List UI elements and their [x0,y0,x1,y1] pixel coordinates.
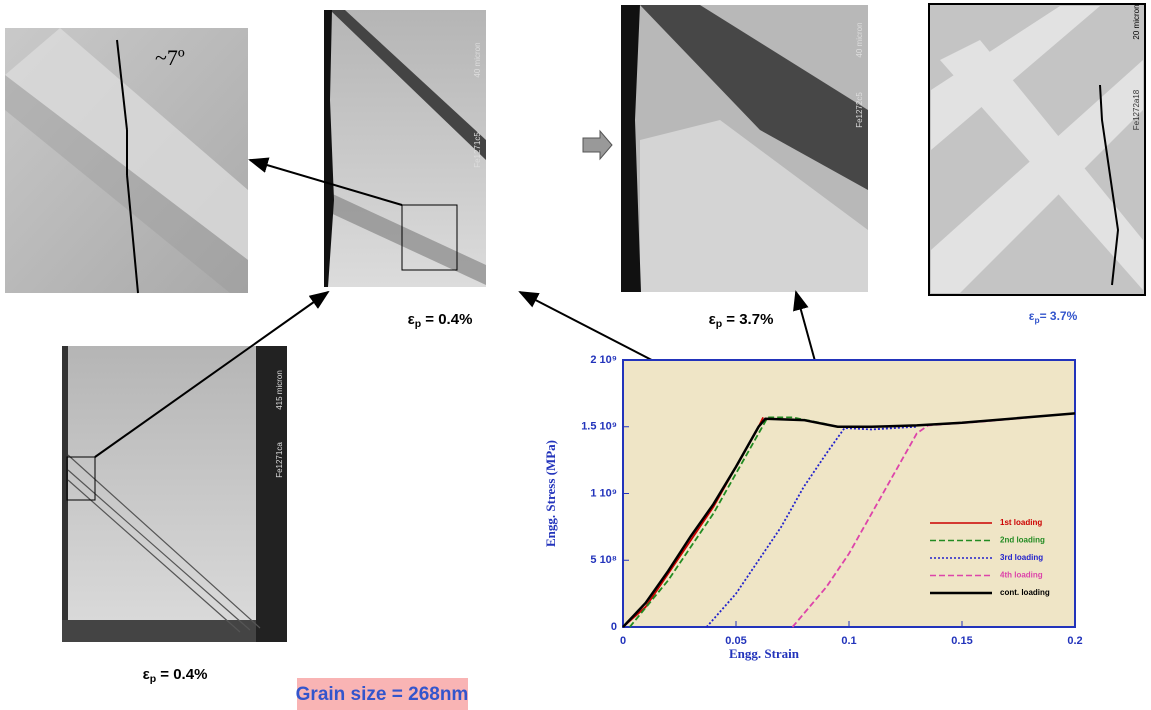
micrograph-zoom: ~7º [5,28,248,293]
y-tick-label: 0 [611,621,617,633]
value-text: = 3.7% [1040,309,1078,323]
strain-label: εp= 3.7% [1029,309,1078,325]
micrograph-overview: 415 micron Fe1271ca [62,346,287,642]
legend-label: 4th loading [1000,571,1043,580]
scale-label: 20 micron [1132,4,1141,39]
x-tick-label: 0.15 [951,635,972,647]
plot-area [623,360,1075,627]
value-text: = 0.4% [421,311,472,328]
legend-label: 1st loading [1000,518,1042,527]
scale-label: 40 micron [855,22,864,57]
y-tick-label: 1.5 10⁹ [581,421,617,433]
image-id: Fe1272c5 [855,92,864,128]
slide: ~7º 40 micron Fe1271c5 40 micron Fe1272c… [0,0,1151,710]
strain-label: εp = 0.4% [408,311,473,330]
micrograph-1: 40 micron Fe1271c5 [324,10,486,287]
angle-note: ~7º [155,45,185,70]
x-tick-label: 0.1 [841,635,856,647]
image-id: Fe1271c5 [473,132,482,168]
value-text: = 0.4% [156,666,207,683]
legend-label: 2nd loading [1000,536,1045,545]
image-id: Fe1272a18 [1132,89,1141,130]
y-tick-label: 2 10⁹ [590,354,617,366]
symbol: ε [143,666,150,683]
micrograph-2: 40 micron Fe1272c5 [621,5,868,292]
image-id: Fe1271ca [275,442,284,478]
arrow [583,131,612,159]
symbol: ε [408,311,415,328]
scale-label: 40 micron [473,42,482,77]
legend-label: cont. loading [1000,588,1050,597]
scale-label: 415 micron [275,370,284,410]
y-tick-label: 5 10⁸ [590,554,617,566]
symbol: ε [709,311,716,328]
legend-label: 3rd loading [1000,553,1043,562]
y-tick-label: 1 10⁹ [590,487,617,499]
x-axis-label: Engg. Strain [729,646,800,661]
micrograph-3: 20 micron Fe1272a18 [929,4,1145,295]
y-axis-label: Engg. Stress (MPa) [543,440,558,547]
value-text: = 3.7% [722,311,773,328]
strain-label: εp = 3.7% [709,311,774,330]
strain-label: εp = 0.4% [143,666,208,685]
grain-size: Grain size = 268nm [296,684,469,705]
x-tick-label: 0 [620,635,626,647]
x-tick-label: 0.2 [1067,635,1082,647]
